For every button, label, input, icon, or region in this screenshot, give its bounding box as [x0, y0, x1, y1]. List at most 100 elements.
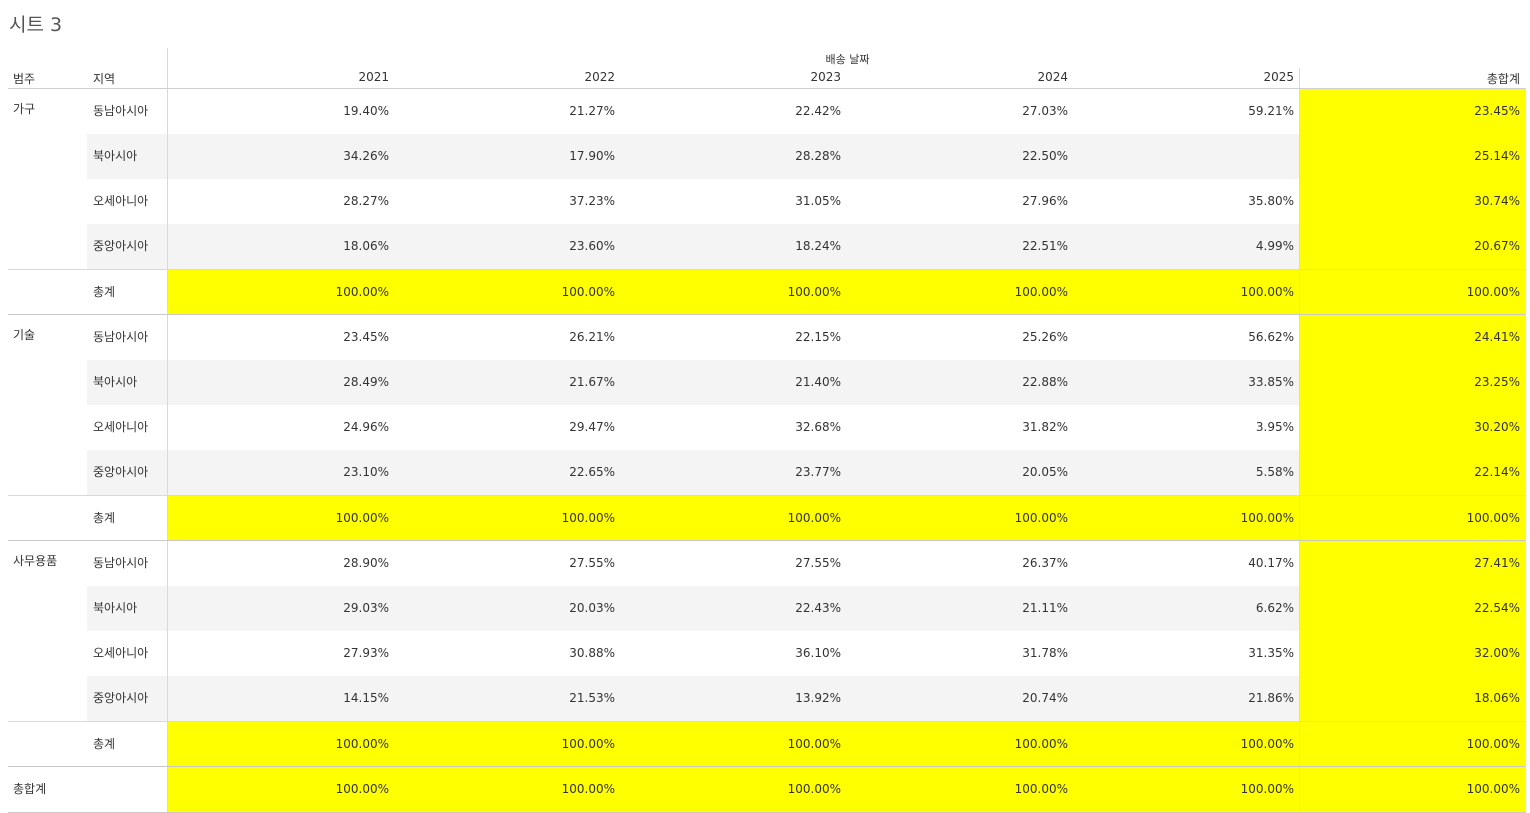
value-cell[interactable]: 21.86%	[1248, 691, 1294, 705]
value-cell[interactable]: 18.06%	[343, 239, 389, 253]
year-header-2024[interactable]: 2024	[1037, 70, 1068, 84]
grand-total-cell[interactable]: 30.20%	[1474, 420, 1520, 434]
grand-total-cell[interactable]: 22.54%	[1474, 601, 1520, 615]
value-cell[interactable]: 37.23%	[569, 194, 615, 208]
subtotal-grand-total-cell[interactable]: 100.00%	[1466, 285, 1520, 299]
grand-total-value-cell[interactable]: 100.00%	[1240, 782, 1294, 796]
value-cell[interactable]: 23.60%	[569, 239, 615, 253]
value-cell[interactable]: 27.55%	[569, 556, 615, 570]
grand-total-cell[interactable]: 18.06%	[1474, 691, 1520, 705]
subtotal-cell[interactable]: 100.00%	[1014, 737, 1068, 751]
subtotal-cell[interactable]: 100.00%	[1014, 511, 1068, 525]
value-cell[interactable]: 25.26%	[1022, 330, 1068, 344]
value-cell[interactable]: 26.37%	[1022, 556, 1068, 570]
grand-total-value-cell[interactable]: 100.00%	[1014, 782, 1068, 796]
value-cell[interactable]: 21.11%	[1022, 601, 1068, 615]
region-label[interactable]: 오세아니아	[93, 420, 149, 434]
value-cell[interactable]: 23.45%	[343, 330, 389, 344]
value-cell[interactable]: 23.77%	[795, 465, 841, 479]
subtotal-grand-total-cell[interactable]: 100.00%	[1466, 511, 1520, 525]
value-cell[interactable]: 27.96%	[1022, 194, 1068, 208]
value-cell[interactable]: 28.90%	[343, 556, 389, 570]
value-cell[interactable]: 23.10%	[343, 465, 389, 479]
value-cell[interactable]: 20.74%	[1022, 691, 1068, 705]
category-label[interactable]: 기술	[13, 328, 36, 342]
grand-total-column-header[interactable]: 총합계	[1486, 72, 1520, 86]
region-label[interactable]: 중앙아시아	[93, 691, 149, 705]
grand-total-cell[interactable]: 22.14%	[1474, 465, 1520, 479]
subtotal-cell[interactable]: 100.00%	[1240, 511, 1294, 525]
grand-total-value-cell[interactable]: 100.00%	[335, 782, 389, 796]
subtotal-cell[interactable]: 100.00%	[561, 285, 615, 299]
category-column-header[interactable]: 범주	[13, 72, 36, 86]
value-cell[interactable]: 14.15%	[343, 691, 389, 705]
year-header-2023[interactable]: 2023	[810, 70, 841, 84]
subtotal-cell[interactable]: 100.00%	[335, 511, 389, 525]
value-cell[interactable]: 22.15%	[795, 330, 841, 344]
value-cell[interactable]: 27.03%	[1022, 104, 1068, 118]
value-cell[interactable]: 21.40%	[795, 375, 841, 389]
subtotal-label[interactable]: 총계	[93, 737, 116, 751]
value-cell[interactable]: 18.24%	[795, 239, 841, 253]
value-cell[interactable]: 28.28%	[795, 149, 841, 163]
category-label[interactable]: 사무용품	[13, 554, 58, 568]
value-cell[interactable]: 4.99%	[1255, 239, 1294, 253]
grand-total-cell[interactable]: 24.41%	[1474, 330, 1520, 344]
region-column-header[interactable]: 지역	[93, 72, 116, 86]
subtotal-cell[interactable]: 100.00%	[787, 285, 841, 299]
value-cell[interactable]	[1174, 134, 1294, 179]
grand-total-value-cell[interactable]: 100.00%	[787, 782, 841, 796]
value-cell[interactable]: 27.55%	[795, 556, 841, 570]
year-header-2021[interactable]: 2021	[358, 70, 389, 84]
subtotal-cell[interactable]: 100.00%	[787, 511, 841, 525]
grand-total-overall-cell[interactable]: 100.00%	[1466, 782, 1520, 796]
value-cell[interactable]: 5.58%	[1255, 465, 1294, 479]
region-label[interactable]: 중앙아시아	[93, 239, 149, 253]
value-cell[interactable]: 20.03%	[569, 601, 615, 615]
value-cell[interactable]: 22.65%	[569, 465, 615, 479]
value-cell[interactable]: 21.53%	[569, 691, 615, 705]
value-cell[interactable]: 31.35%	[1248, 646, 1294, 660]
ship-date-header[interactable]: 배송 날짜	[825, 53, 870, 66]
value-cell[interactable]: 13.92%	[795, 691, 841, 705]
value-cell[interactable]: 29.47%	[569, 420, 615, 434]
grand-total-label[interactable]: 총합계	[13, 782, 47, 796]
region-label[interactable]: 북아시아	[93, 601, 138, 615]
value-cell[interactable]: 31.05%	[795, 194, 841, 208]
value-cell[interactable]: 22.43%	[795, 601, 841, 615]
value-cell[interactable]: 24.96%	[343, 420, 389, 434]
value-cell[interactable]: 31.82%	[1022, 420, 1068, 434]
subtotal-label[interactable]: 총계	[93, 285, 116, 299]
year-header-2025[interactable]: 2025	[1263, 70, 1294, 84]
subtotal-cell[interactable]: 100.00%	[1240, 737, 1294, 751]
region-label[interactable]: 동남아시아	[93, 104, 149, 118]
region-label[interactable]: 북아시아	[93, 149, 138, 163]
year-header-2022[interactable]: 2022	[584, 70, 615, 84]
grand-total-cell[interactable]: 25.14%	[1474, 149, 1520, 163]
value-cell[interactable]: 20.05%	[1022, 465, 1068, 479]
value-cell[interactable]: 6.62%	[1255, 601, 1294, 615]
value-cell[interactable]: 30.88%	[569, 646, 615, 660]
value-cell[interactable]: 17.90%	[569, 149, 615, 163]
subtotal-cell[interactable]: 100.00%	[335, 737, 389, 751]
subtotal-cell[interactable]: 100.00%	[1014, 285, 1068, 299]
value-cell[interactable]: 32.68%	[795, 420, 841, 434]
region-label[interactable]: 오세아니아	[93, 646, 149, 660]
value-cell[interactable]: 27.93%	[343, 646, 389, 660]
value-cell[interactable]: 33.85%	[1248, 375, 1294, 389]
value-cell[interactable]: 34.26%	[343, 149, 389, 163]
value-cell[interactable]: 40.17%	[1248, 556, 1294, 570]
value-cell[interactable]: 56.62%	[1248, 330, 1294, 344]
region-label[interactable]: 동남아시아	[93, 556, 149, 570]
grand-total-cell[interactable]: 23.45%	[1474, 104, 1520, 118]
value-cell[interactable]: 22.50%	[1022, 149, 1068, 163]
value-cell[interactable]: 28.27%	[343, 194, 389, 208]
grand-total-cell[interactable]: 20.67%	[1474, 239, 1520, 253]
value-cell[interactable]: 3.95%	[1255, 420, 1294, 434]
value-cell[interactable]: 21.67%	[569, 375, 615, 389]
subtotal-label[interactable]: 총계	[93, 511, 116, 525]
value-cell[interactable]: 31.78%	[1022, 646, 1068, 660]
value-cell[interactable]: 59.21%	[1248, 104, 1294, 118]
value-cell[interactable]: 22.51%	[1022, 239, 1068, 253]
subtotal-cell[interactable]: 100.00%	[787, 737, 841, 751]
